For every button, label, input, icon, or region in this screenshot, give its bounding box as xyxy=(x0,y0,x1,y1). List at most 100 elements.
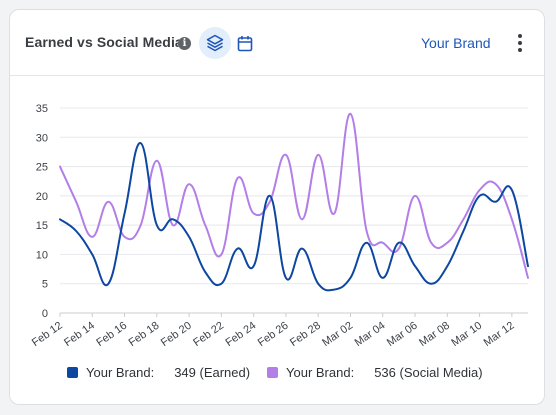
y-tick-label: 30 xyxy=(36,132,48,144)
brand-selector-link[interactable]: Your Brand xyxy=(421,35,491,51)
data-point[interactable] xyxy=(477,193,483,199)
data-point[interactable] xyxy=(347,111,353,117)
data-point[interactable] xyxy=(331,210,337,216)
legend-swatch-social xyxy=(267,367,278,378)
data-point[interactable] xyxy=(493,181,499,187)
legend-item-social[interactable]: Your Brand: 536 (Social Media) xyxy=(267,365,483,380)
data-point[interactable] xyxy=(509,187,515,193)
x-tick-label: Feb 18 xyxy=(127,320,162,349)
data-point[interactable] xyxy=(299,246,305,252)
data-point[interactable] xyxy=(154,222,160,228)
data-point[interactable] xyxy=(396,240,402,246)
data-point[interactable] xyxy=(444,263,450,269)
data-point[interactable] xyxy=(493,199,499,205)
data-point[interactable] xyxy=(525,275,531,281)
data-point[interactable] xyxy=(218,281,224,287)
data-point[interactable] xyxy=(283,152,289,158)
legend-label-social: Your Brand: xyxy=(286,365,355,380)
y-tick-label: 25 xyxy=(36,162,48,174)
data-point[interactable] xyxy=(412,263,418,269)
data-point[interactable] xyxy=(122,234,128,240)
x-tick-label: Feb 14 xyxy=(62,320,97,349)
data-point[interactable] xyxy=(315,152,321,158)
x-tick-label: Feb 20 xyxy=(159,320,194,349)
x-tick-label: Feb 16 xyxy=(94,320,129,349)
chart-legend: Your Brand: 349 (Earned) Your Brand: 536… xyxy=(10,365,544,385)
legend-swatch-earned xyxy=(67,367,78,378)
layers-button[interactable] xyxy=(199,27,231,59)
data-point[interactable] xyxy=(428,240,434,246)
data-point[interactable] xyxy=(525,263,531,269)
data-point[interactable] xyxy=(154,158,160,164)
x-tick-label: Feb 12 xyxy=(30,320,65,349)
legend-value-social: 536 (Social Media) xyxy=(374,365,483,380)
data-point[interactable] xyxy=(105,281,111,287)
data-point[interactable] xyxy=(331,287,337,293)
data-point[interactable] xyxy=(170,222,176,228)
data-point[interactable] xyxy=(380,240,386,246)
series-line-earned[interactable] xyxy=(59,142,529,292)
y-tick-label: 0 xyxy=(42,308,48,320)
legend-item-earned[interactable]: Your Brand: 349 (Earned) xyxy=(67,365,250,380)
series-line-social[interactable] xyxy=(59,112,529,279)
data-point[interactable] xyxy=(186,234,192,240)
info-icon[interactable]: i xyxy=(178,37,191,50)
data-point[interactable] xyxy=(347,275,353,281)
data-point[interactable] xyxy=(57,164,63,170)
data-point[interactable] xyxy=(412,193,418,199)
data-point[interactable] xyxy=(364,228,370,234)
data-point[interactable] xyxy=(460,216,466,222)
y-tick-label: 15 xyxy=(36,220,48,232)
data-point[interactable] xyxy=(460,228,466,234)
y-tick-label: 20 xyxy=(36,191,48,203)
x-tick-label: Feb 28 xyxy=(288,320,323,349)
data-point[interactable] xyxy=(202,269,208,275)
x-tick-label: Mar 12 xyxy=(482,320,517,349)
data-point[interactable] xyxy=(73,199,79,205)
y-tick-label: 5 xyxy=(42,279,48,291)
data-point[interactable] xyxy=(170,216,176,222)
data-point[interactable] xyxy=(251,210,257,216)
data-point[interactable] xyxy=(364,240,370,246)
more-vertical-icon[interactable] xyxy=(512,32,528,54)
data-point[interactable] xyxy=(138,140,144,146)
calendar-icon xyxy=(237,35,253,51)
calendar-button[interactable] xyxy=(234,31,256,55)
legend-value-earned: 349 (Earned) xyxy=(174,365,251,380)
x-tick-label: Mar 02 xyxy=(320,320,355,349)
card-header: Earned vs Social Media i Your Brand xyxy=(10,10,544,76)
data-point[interactable] xyxy=(380,275,386,281)
x-tick-label: Mar 04 xyxy=(353,320,388,349)
layers-icon xyxy=(206,34,224,52)
data-point[interactable] xyxy=(218,251,224,257)
data-point[interactable] xyxy=(186,181,192,187)
y-tick-label: 35 xyxy=(36,103,48,115)
data-point[interactable] xyxy=(251,263,257,269)
data-point[interactable] xyxy=(89,251,95,257)
data-point[interactable] xyxy=(57,216,63,222)
x-tick-label: Feb 26 xyxy=(256,320,291,349)
data-point[interactable] xyxy=(477,187,483,193)
data-point[interactable] xyxy=(283,275,289,281)
data-point[interactable] xyxy=(235,175,241,181)
data-point[interactable] xyxy=(235,246,241,252)
data-point[interactable] xyxy=(73,228,79,234)
data-point[interactable] xyxy=(267,193,273,199)
data-point[interactable] xyxy=(105,199,111,205)
data-point[interactable] xyxy=(202,222,208,228)
card-title: Earned vs Social Media xyxy=(25,34,183,50)
data-point[interactable] xyxy=(315,281,321,287)
legend-label-earned: Your Brand: xyxy=(86,365,155,380)
data-point[interactable] xyxy=(444,240,450,246)
data-point[interactable] xyxy=(122,210,128,216)
x-tick-label: Mar 08 xyxy=(417,320,452,349)
chart-card: Earned vs Social Media i Your Brand 0 5 10… xyxy=(9,9,545,405)
x-tick-label: Mar 10 xyxy=(449,320,484,349)
x-tick-label: Mar 06 xyxy=(385,320,420,349)
data-point[interactable] xyxy=(509,216,515,222)
data-point[interactable] xyxy=(299,216,305,222)
data-point[interactable] xyxy=(138,222,144,228)
data-point[interactable] xyxy=(428,281,434,287)
data-point[interactable] xyxy=(89,234,95,240)
